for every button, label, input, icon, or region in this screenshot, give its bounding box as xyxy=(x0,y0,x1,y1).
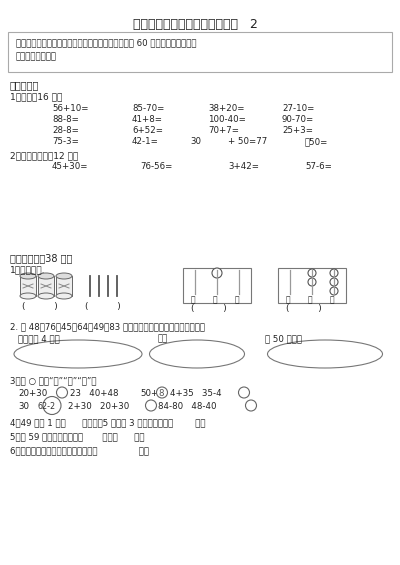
Text: 十: 十 xyxy=(308,295,313,304)
Text: 单数: 单数 xyxy=(158,334,168,343)
Text: 41+8=: 41+8= xyxy=(132,115,163,124)
Bar xyxy=(278,268,346,303)
Circle shape xyxy=(43,397,61,415)
Text: 比 50 大的数: 比 50 大的数 xyxy=(265,334,302,343)
Circle shape xyxy=(330,287,338,295)
Bar xyxy=(8,32,392,72)
Text: 25+3=: 25+3= xyxy=(282,126,313,135)
Ellipse shape xyxy=(268,340,382,368)
Ellipse shape xyxy=(38,293,54,299)
Circle shape xyxy=(56,387,68,398)
Text: 十: 十 xyxy=(213,295,218,304)
Text: 57-6=: 57-6= xyxy=(305,162,332,171)
Ellipse shape xyxy=(56,293,72,299)
Text: 28-8=: 28-8= xyxy=(52,126,79,135)
Circle shape xyxy=(330,269,338,277)
Text: 2+30   20+30: 2+30 20+30 xyxy=(68,402,129,411)
Text: 3+42=: 3+42= xyxy=(228,162,259,171)
Ellipse shape xyxy=(38,273,54,279)
Text: 百: 百 xyxy=(286,295,291,304)
Text: 75-3=: 75-3= xyxy=(52,137,79,146)
Text: 6+52=: 6+52= xyxy=(132,126,163,135)
Text: 小朋友，一学期已经过去一半了，你学得好吗？请用 60 分钟完成这张试卷。: 小朋友，一学期已经过去一半了，你学得好吗？请用 60 分钟完成这张试卷。 xyxy=(16,38,196,47)
Text: 百: 百 xyxy=(191,295,196,304)
Bar xyxy=(56,276,72,296)
Circle shape xyxy=(308,278,316,286)
Text: 5、和 59 相邻的两个数是（       ）和（      ）。: 5、和 59 相邻的两个数是（ ）和（ ）。 xyxy=(10,432,144,441)
Text: 90-70=: 90-70= xyxy=(282,115,314,124)
Text: 85-70=: 85-70= xyxy=(132,104,164,113)
Text: 苏教版一年级数学下册期中试卷   2: 苏教版一年级数学下册期中试卷 2 xyxy=(132,18,258,31)
Circle shape xyxy=(246,400,256,411)
Text: 88-8=: 88-8= xyxy=(52,115,79,124)
Text: 84-80   48-40: 84-80 48-40 xyxy=(158,402,216,411)
Text: 30: 30 xyxy=(190,137,201,146)
Text: 十位上是 4 的数: 十位上是 4 的数 xyxy=(18,334,60,343)
Bar xyxy=(20,276,36,296)
Text: 100-40=: 100-40= xyxy=(208,115,246,124)
Text: 50+4: 50+4 xyxy=(140,389,164,398)
Text: 3、在 ○ 填上“＝”“＜”“＞”。: 3、在 ○ 填上“＝”“＜”“＞”。 xyxy=(10,376,96,385)
Text: 20+30: 20+30 xyxy=(18,389,47,398)
Text: 个: 个 xyxy=(330,295,335,304)
Circle shape xyxy=(146,400,156,411)
Text: 30: 30 xyxy=(18,402,29,411)
Text: 相信你一定能行。: 相信你一定能行。 xyxy=(16,52,57,61)
Text: 45+30=: 45+30= xyxy=(52,162,88,171)
Ellipse shape xyxy=(56,273,72,279)
Bar xyxy=(38,276,54,296)
Ellipse shape xyxy=(14,340,142,368)
Ellipse shape xyxy=(150,340,244,368)
Ellipse shape xyxy=(20,293,36,299)
Text: 38+20=: 38+20= xyxy=(208,104,244,113)
Circle shape xyxy=(308,269,316,277)
Ellipse shape xyxy=(20,273,36,279)
Circle shape xyxy=(238,387,250,398)
Text: 1、口算（16 分）: 1、口算（16 分） xyxy=(10,92,62,101)
Circle shape xyxy=(156,387,168,398)
Text: 1、看图写数.: 1、看图写数. xyxy=(10,265,46,274)
Text: 42-1=: 42-1= xyxy=(132,137,159,146)
Text: 4+35   35-4: 4+35 35-4 xyxy=(170,389,222,398)
Text: 二、填一填（38 分）: 二、填一填（38 分） xyxy=(10,253,72,263)
Text: (          ): ( ) xyxy=(85,302,121,311)
Circle shape xyxy=(330,278,338,286)
Text: 56+10=: 56+10= xyxy=(52,104,88,113)
Text: 个: 个 xyxy=(235,295,240,304)
Text: (          ): ( ) xyxy=(286,304,322,313)
Text: + 50=77: + 50=77 xyxy=(228,137,267,146)
Text: 一、算一算: 一、算一算 xyxy=(10,80,39,90)
Text: 27-10=: 27-10= xyxy=(282,104,314,113)
Text: 23   40+48: 23 40+48 xyxy=(70,389,118,398)
Text: 6、最小的两位数比最大的两位数小（               ）。: 6、最小的两位数比最大的两位数小（ ）。 xyxy=(10,446,149,455)
Bar xyxy=(183,268,251,303)
Text: 62-2: 62-2 xyxy=(38,402,56,411)
Text: 8: 8 xyxy=(158,389,164,398)
Text: 4、49 添上 1 是（      ）个十。5 个一和 3 个十合起来是（        ）。: 4、49 添上 1 是（ ）个十。5 个一和 3 个十合起来是（ ）。 xyxy=(10,418,206,427)
Circle shape xyxy=(212,268,222,278)
Text: (          ): ( ) xyxy=(191,304,227,313)
Text: 2. 在 48、76、45、64、49、83 这六个数中，选择合适的填在圈里。: 2. 在 48、76、45、64、49、83 这六个数中，选择合适的填在圈里。 xyxy=(10,322,205,331)
Text: －50=: －50= xyxy=(305,137,328,146)
Text: (          ): ( ) xyxy=(22,302,58,311)
Text: 70+7=: 70+7= xyxy=(208,126,239,135)
Text: 76-56=: 76-56= xyxy=(140,162,172,171)
Text: 2、用竖式计算（12 分）: 2、用竖式计算（12 分） xyxy=(10,151,78,160)
